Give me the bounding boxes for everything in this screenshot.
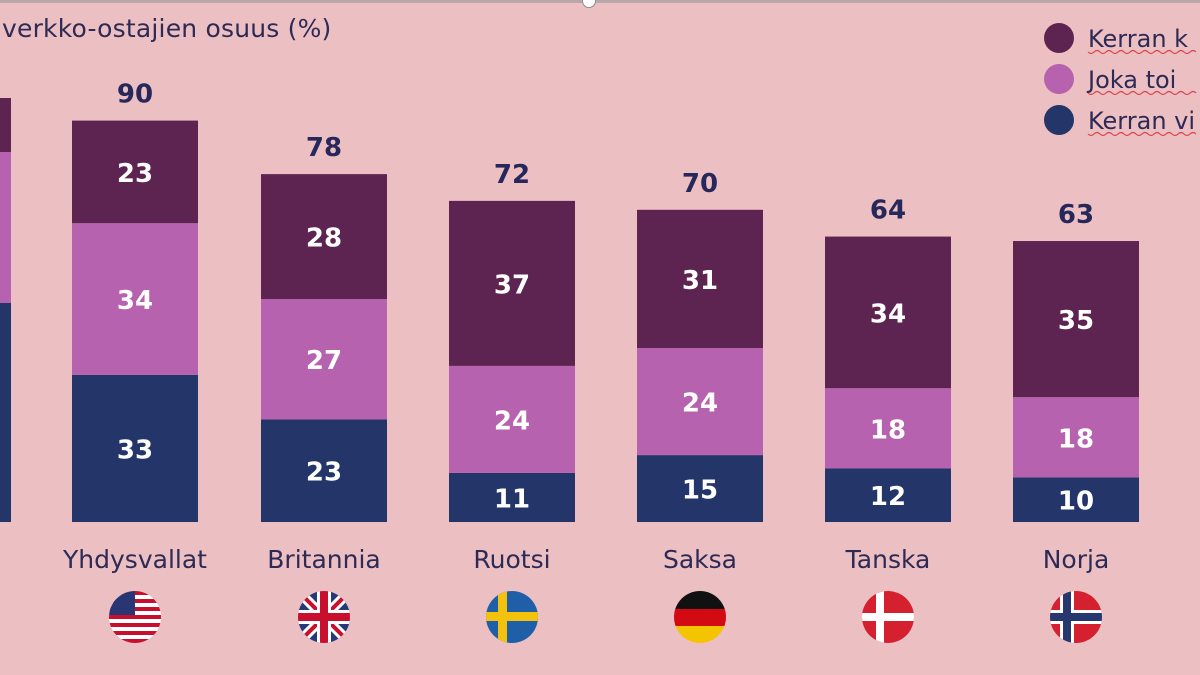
bar-segment-0-1 — [261, 419, 387, 522]
spellcheck-underline — [1087, 131, 1197, 137]
bar-segment-2-2 — [449, 200, 575, 366]
bar-total-label: 72 — [494, 160, 530, 190]
category-label: Tanska — [845, 545, 931, 574]
bar-segment-2-0 — [72, 120, 198, 224]
bar-value-label: 23 — [306, 458, 342, 488]
bar-value-label: 18 — [1058, 424, 1094, 454]
bar-value-label: 28 — [306, 224, 342, 254]
bar-value-label: 37 — [494, 270, 530, 300]
spellcheck-underline — [1087, 90, 1197, 96]
uk-flag-icon — [298, 591, 350, 643]
category-label: Britannia — [267, 545, 380, 574]
bar-segment-1-4 — [825, 388, 951, 469]
legend-entry-label: Joka toi — [1086, 66, 1176, 94]
us-flag-icon — [109, 591, 161, 643]
bar-value-label: 31 — [682, 266, 718, 296]
partial-bar-segment — [0, 152, 11, 303]
bar-value-label: 10 — [1058, 487, 1094, 517]
legend-entry-label: Kerran k — [1088, 25, 1188, 53]
category-label: Ruotsi — [473, 545, 550, 574]
bar-total-label: 64 — [870, 196, 906, 226]
bar-value-label: 12 — [870, 482, 906, 512]
bar-value-label: 34 — [117, 286, 153, 316]
bar-segment-2-3 — [637, 209, 763, 349]
partial-bar-segment — [0, 98, 11, 152]
category-label: Norja — [1043, 545, 1110, 574]
bar-value-label: 34 — [870, 299, 906, 329]
bar-segment-0-4 — [825, 468, 951, 522]
legend: Kerran k Joka toi Kerran vi — [1044, 23, 1197, 137]
bar-segment-2-1 — [261, 174, 387, 299]
denmark-flag-icon — [862, 591, 914, 643]
bar-segment-1-1 — [261, 299, 387, 420]
bar-value-label: 35 — [1058, 306, 1094, 336]
bar-segment-1-2 — [449, 365, 575, 473]
bar-segment-2-5 — [1013, 241, 1139, 398]
legend-swatch — [1044, 23, 1074, 53]
bar-value-label: 15 — [682, 476, 718, 506]
bar-segment-1-5 — [1013, 397, 1139, 478]
partial-bar-segment — [0, 303, 11, 522]
spellcheck-underline — [1087, 49, 1197, 55]
legend-swatch — [1044, 64, 1074, 94]
germany-flag-icon — [674, 591, 726, 643]
legend-entry-label: Kerran vi — [1088, 107, 1195, 135]
bar-segment-0-2 — [449, 472, 575, 522]
top-border-line — [0, 0, 1200, 3]
bar-value-label: 24 — [682, 389, 718, 419]
bar-segment-0-5 — [1013, 477, 1139, 522]
sweden-flag-icon — [486, 591, 538, 643]
bar-value-label: 24 — [494, 406, 530, 436]
bar-total-label: 78 — [306, 133, 342, 163]
category-label: Yhdysvallat — [62, 545, 207, 574]
chart-title: verkko-ostajien osuus (%) — [2, 14, 332, 43]
bar-value-label: 18 — [870, 415, 906, 445]
bar-value-label: 23 — [117, 159, 153, 189]
bar-total-label: 90 — [117, 80, 153, 110]
norway-flag-icon — [1050, 591, 1102, 643]
bar-value-label: 27 — [306, 346, 342, 376]
bar-value-label: 11 — [494, 484, 530, 514]
bar-total-label: 63 — [1058, 200, 1094, 230]
bar-value-label: 33 — [117, 435, 153, 465]
bar-segment-1-3 — [637, 348, 763, 456]
bar-segment-0-0 — [72, 374, 198, 522]
bar-total-label: 70 — [682, 169, 718, 199]
legend-swatch — [1044, 105, 1074, 135]
bar-segment-1-0 — [72, 223, 198, 375]
category-label: Saksa — [663, 545, 737, 574]
bar-segment-0-3 — [637, 455, 763, 522]
bar-segment-2-4 — [825, 236, 951, 389]
